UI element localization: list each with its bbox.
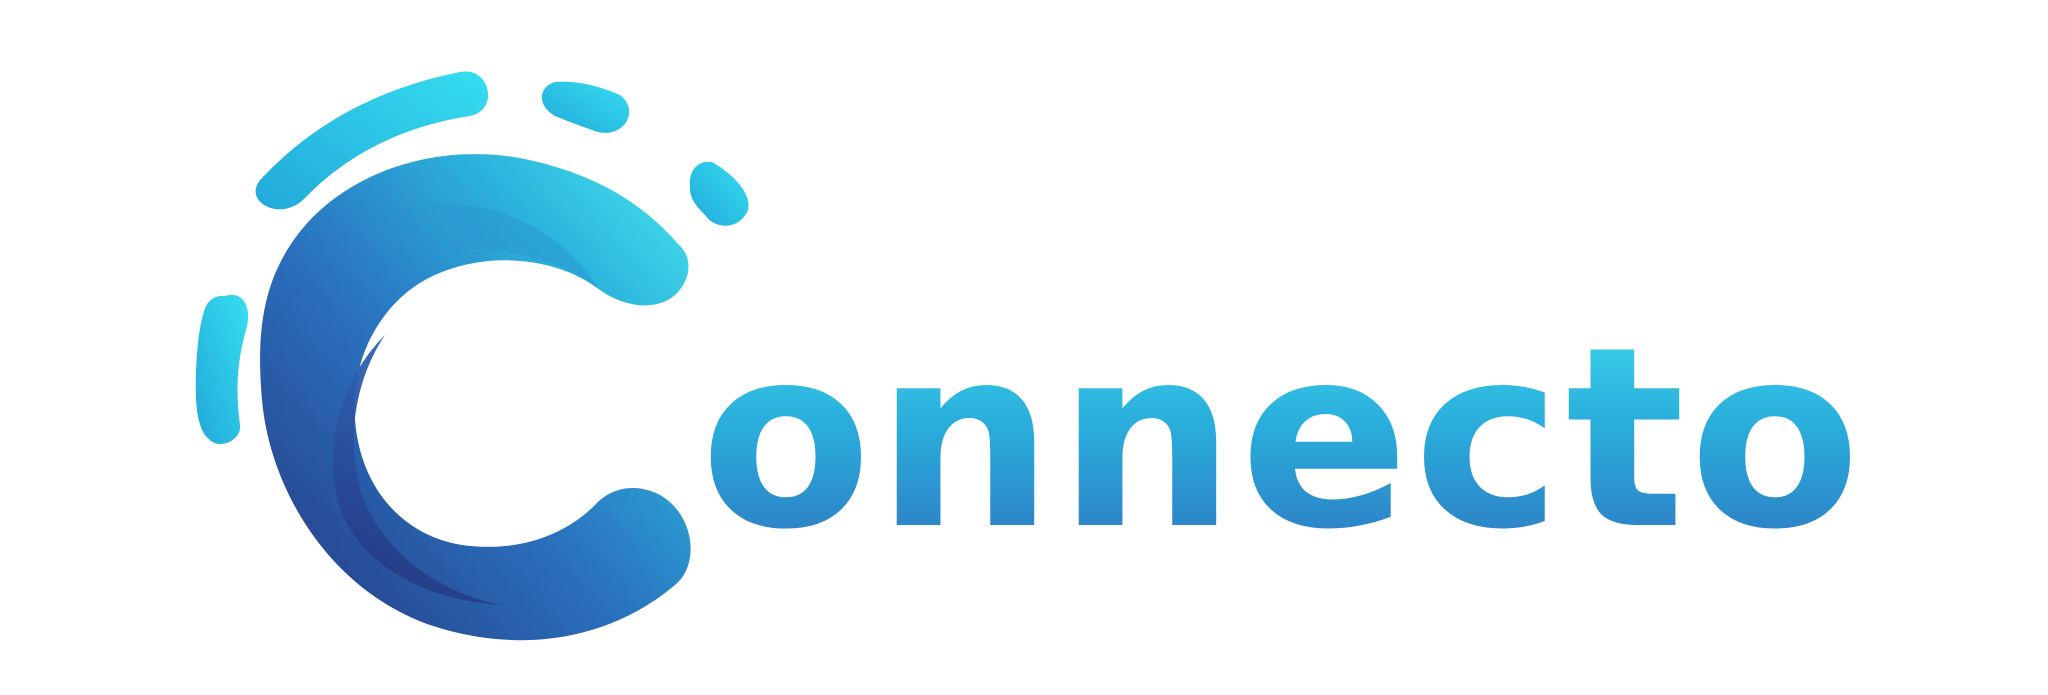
arc-top — [541, 81, 630, 133]
arc-left — [195, 294, 249, 445]
arc-top-right — [689, 161, 749, 226]
arc-top-left — [255, 71, 489, 210]
signal-arcs-icon — [195, 71, 749, 445]
brand-wordmark: onnecto — [700, 293, 1865, 584]
swirl-c-icon — [260, 154, 691, 641]
